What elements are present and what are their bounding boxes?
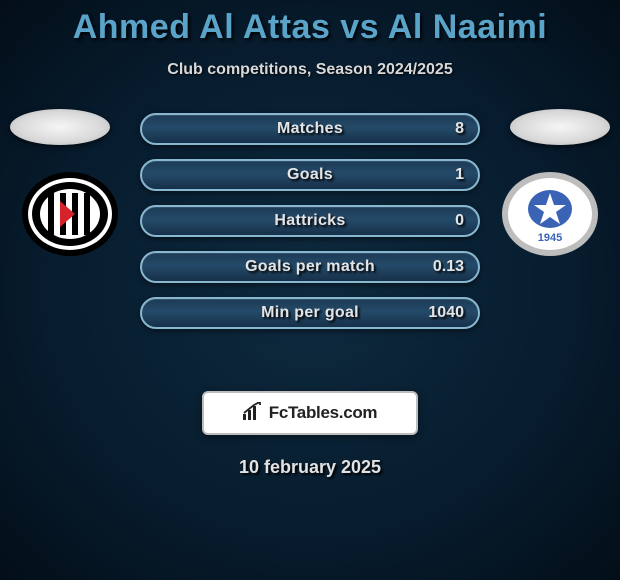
- stat-right-value: 1040: [404, 304, 464, 322]
- club-badge-right: 1945: [500, 171, 600, 257]
- stat-label: Goals per match: [216, 258, 404, 276]
- chart-icon: [243, 402, 263, 425]
- subtitle: Club competitions, Season 2024/2025: [0, 61, 620, 79]
- stat-label: Min per goal: [216, 304, 404, 322]
- stat-row-goals: Goals 1: [140, 159, 480, 191]
- player-right-photo-placeholder: [510, 109, 610, 145]
- stat-right-value: 1: [404, 166, 464, 184]
- comparison-area: 1945 Matches 8 Goals 1 Hattricks 0 Goals…: [0, 113, 620, 373]
- player-left-photo-placeholder: [10, 109, 110, 145]
- stat-rows: Matches 8 Goals 1 Hattricks 0 Goals per …: [140, 113, 480, 329]
- date-text: 10 february 2025: [0, 457, 620, 478]
- page-title: Ahmed Al Attas vs Al Naaimi: [0, 0, 620, 47]
- club-badge-left: [20, 171, 120, 257]
- stat-label: Matches: [216, 120, 404, 138]
- stat-label: Hattricks: [216, 212, 404, 230]
- brand-attribution[interactable]: FcTables.com: [202, 391, 418, 435]
- brand-text: FcTables.com: [269, 403, 378, 423]
- stat-row-goals-per-match: Goals per match 0.13: [140, 251, 480, 283]
- svg-text:1945: 1945: [538, 232, 562, 244]
- stat-right-value: 0.13: [404, 258, 464, 276]
- stat-row-matches: Matches 8: [140, 113, 480, 145]
- stat-label: Goals: [216, 166, 404, 184]
- stat-right-value: 8: [404, 120, 464, 138]
- stat-row-min-per-goal: Min per goal 1040: [140, 297, 480, 329]
- stat-row-hattricks: Hattricks 0: [140, 205, 480, 237]
- stat-right-value: 0: [404, 212, 464, 230]
